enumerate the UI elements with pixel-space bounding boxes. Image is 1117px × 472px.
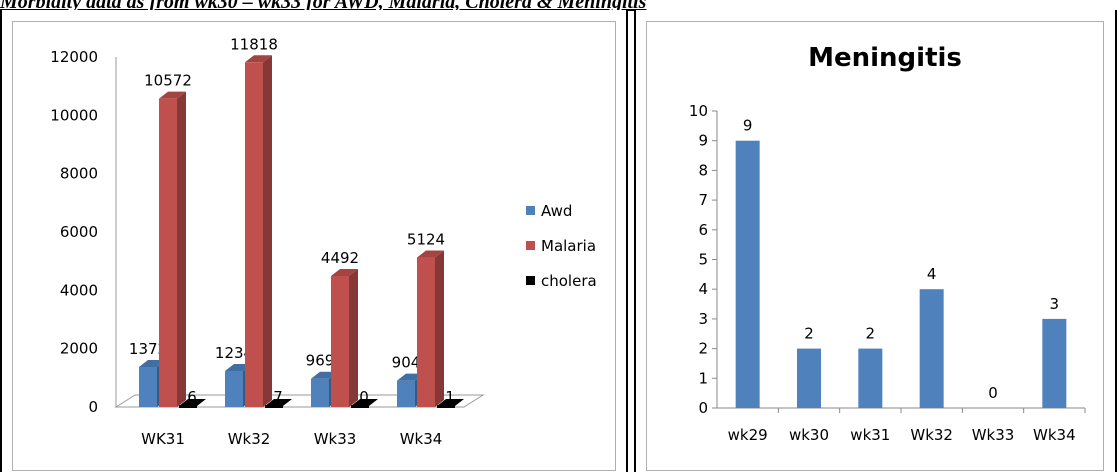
data-label-malaria: 5124 <box>407 231 445 249</box>
y-tick-label: 1 <box>698 369 708 387</box>
meningitis-bar <box>735 140 760 408</box>
disease-bar-chart: 0 2000 4000 6000 8000 10000 12000 WK31 1372 10572… <box>50 35 597 448</box>
bar-cholera <box>437 399 464 408</box>
y-tick-label: 6000 <box>60 223 98 241</box>
y-tick-label: 3 <box>698 310 708 328</box>
data-label: 4 <box>927 265 937 283</box>
chart-title: Meningitis <box>808 43 962 73</box>
data-label: 9 <box>743 117 753 135</box>
meningitis-bar <box>797 348 821 408</box>
y-tick-label: 8 <box>698 161 708 179</box>
disease-chart-frame: 0 2000 4000 6000 8000 10000 12000 WK31 1372 10572… <box>12 21 616 471</box>
left-chart-panel: 0 2000 4000 6000 8000 10000 12000 WK31 1372 10572… <box>0 10 628 472</box>
y-tick-label: 6 <box>698 221 708 239</box>
data-label-awd: 904 <box>392 354 421 372</box>
y-tick-label: 2 <box>698 340 708 358</box>
meningitis-bar <box>1042 318 1067 408</box>
bar-cholera <box>351 399 378 408</box>
legend-item-awd: Awd <box>526 202 572 220</box>
x-tick-label: Wk33 <box>972 426 1015 444</box>
bar-cholera <box>265 399 292 408</box>
data-label-cholera: 7 <box>273 388 283 406</box>
y-tick-label: 5 <box>698 251 708 269</box>
y-tick-label: 8000 <box>60 165 98 183</box>
data-label-cholera: 0 <box>359 388 369 406</box>
x-tick-label: wk30 <box>789 426 829 444</box>
y-tick-label: 7 <box>698 191 708 209</box>
meningitis-bar <box>919 289 944 408</box>
bar-malaria <box>417 250 444 407</box>
x-tick-label: Wk32 <box>228 430 271 448</box>
data-label-malaria: 11818 <box>230 35 278 53</box>
y-tick-label: 12000 <box>50 48 98 66</box>
meningitis-bar-chart: Meningitis 0 1 2 3 4 5 6 7 8 9 10 9 wk29 2 wk30 2 wk31 4 Wk… <box>689 43 1086 444</box>
x-tick-label: wk29 <box>728 426 768 444</box>
y-tick-label: 0 <box>88 398 98 416</box>
meningitis-bar <box>858 348 883 408</box>
y-tick-label: 10 <box>689 102 708 120</box>
bar-malaria <box>331 268 358 407</box>
data-label-awd: 969 <box>306 352 335 370</box>
y-tick-label: 9 <box>698 132 708 150</box>
x-tick-label: Wk34 <box>400 430 443 448</box>
x-tick-label: wk31 <box>850 426 890 444</box>
x-tick-label: WK31 <box>141 430 185 448</box>
bar-malaria <box>245 55 272 407</box>
legend-label: cholera <box>541 272 597 290</box>
y-tick-label: 10000 <box>50 106 98 124</box>
bar-malaria <box>159 91 186 408</box>
data-label-malaria: 4492 <box>321 249 359 267</box>
legend-label: Awd <box>541 202 572 220</box>
data-label: 2 <box>804 325 814 343</box>
right-chart-panel: Meningitis 0 1 2 3 4 5 6 7 8 9 10 9 wk29 2 wk30 2 wk31 4 Wk… <box>634 10 1117 472</box>
data-label-malaria: 10572 <box>144 72 192 90</box>
page-title: Morbidity data as from wk30 – wk33 for A… <box>0 0 647 13</box>
x-tick-label: Wk34 <box>1033 426 1076 444</box>
legend-swatch <box>526 276 535 285</box>
y-tick-label: 2000 <box>60 340 98 358</box>
data-label: 2 <box>866 325 876 343</box>
legend-swatch <box>526 241 535 250</box>
bar-cholera <box>179 399 206 408</box>
data-label: 0 <box>988 384 998 402</box>
y-tick-label: 4 <box>698 280 708 298</box>
legend-swatch <box>526 206 535 215</box>
y-tick-label: 4000 <box>60 281 98 299</box>
meningitis-chart-frame: Meningitis 0 1 2 3 4 5 6 7 8 9 10 9 wk29 2 wk30 2 wk31 4 Wk… <box>646 21 1104 471</box>
data-label-cholera: 6 <box>187 388 197 406</box>
data-label-awd: 1234 <box>215 344 253 362</box>
x-tick-label: Wk32 <box>910 426 953 444</box>
legend-item-malaria: Malaria <box>526 237 596 255</box>
data-label-awd: 1372 <box>129 340 167 358</box>
data-label: 3 <box>1050 295 1060 313</box>
data-label-cholera: 1 <box>445 388 455 406</box>
y-tick-label: 0 <box>698 399 708 417</box>
legend-item-cholera: cholera <box>526 272 597 290</box>
legend-label: Malaria <box>541 237 596 255</box>
x-tick-label: Wk33 <box>314 430 357 448</box>
